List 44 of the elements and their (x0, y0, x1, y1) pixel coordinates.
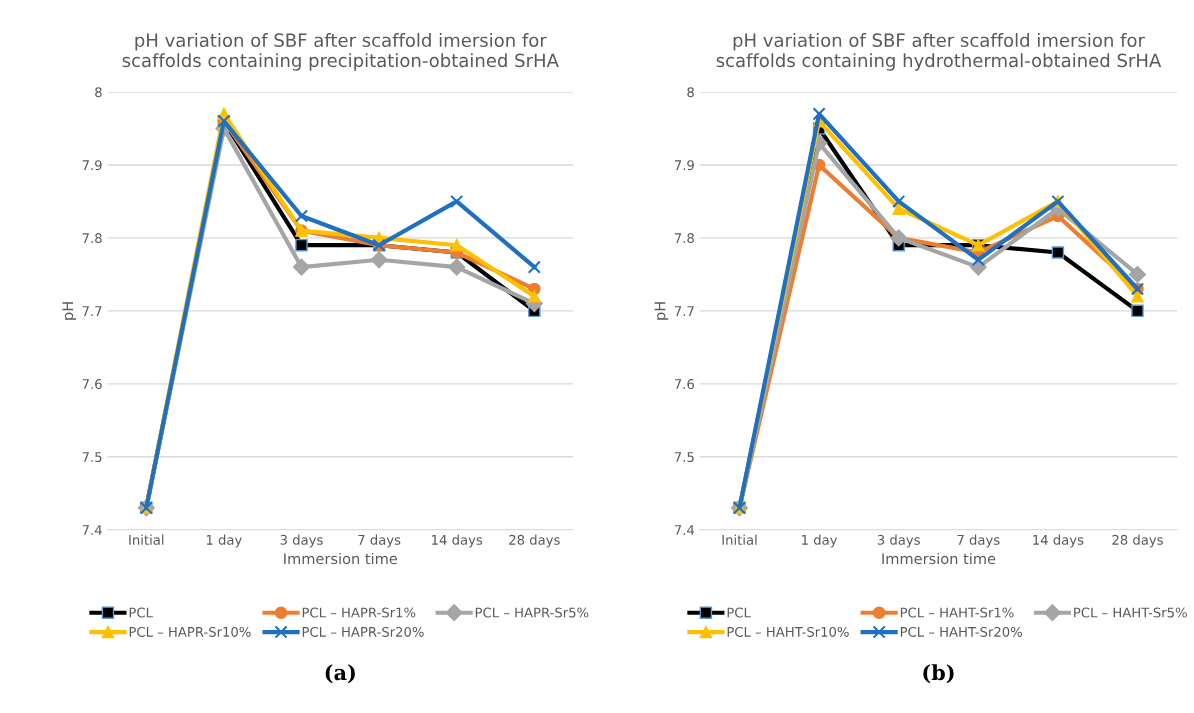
legend-label: PCL (727, 607, 751, 618)
y-tick-label: 7.8 (674, 233, 694, 244)
y-axis-title: pH (62, 302, 77, 320)
y-tick-label: 7.8 (82, 233, 102, 244)
y-tick-label: 8 (687, 87, 694, 98)
legend-label: PCL – HAHT-Sr5% (1074, 607, 1187, 618)
legend-label: PCL – HAHT-Sr10% (727, 626, 849, 637)
x-axis-title: Immersion time (284, 552, 398, 565)
x-tick-label: 7 days (957, 534, 1000, 548)
x-tick-label: 3 days (280, 534, 323, 548)
x-tick-label: 28 days (1112, 534, 1163, 548)
legend-label: PCL – HAHT-Sr1% (900, 607, 1014, 618)
x-tick-label: 14 days (1033, 534, 1084, 548)
legend-label: PCL – HAPR-Sr20% (302, 626, 424, 637)
y-tick-label: 7.9 (674, 160, 694, 171)
y-tick-label: 7.5 (674, 452, 694, 462)
y-tick-label: 7.7 (82, 306, 102, 316)
x-tick-label: 3 days (877, 534, 920, 548)
legend-label: PCL – HAPR-Sr5% (475, 607, 589, 618)
x-axis-title: Immersion time (882, 552, 996, 565)
y-tick-label: 7.9 (82, 160, 102, 171)
x-tick-label: 1 day (802, 534, 838, 548)
y-axis-title: pH (654, 302, 669, 320)
legend-label: PCL – HAHT-Sr20% (900, 626, 1022, 637)
y-tick-label: 7.6 (674, 379, 694, 390)
x-tick-label: 1 day (206, 534, 242, 548)
text: (b) (923, 664, 954, 684)
x-tick-label: Initial (722, 534, 757, 545)
y-tick-label: 7.5 (82, 452, 102, 462)
chart-title: pH variation of SBF after scaffold imersion for scaffolds containing hydrothermal-obtained SrHA (716, 33, 1162, 71)
text: (a) (325, 664, 355, 684)
x-tick-label: 28 days (509, 534, 560, 548)
x-tick-label: 7 days (358, 534, 401, 548)
x-tick-label: Initial (129, 534, 164, 545)
y-tick-label: 7.4 (674, 525, 695, 535)
chart-title: pH variation of SBF after scaffold imersion for scaffolds containing precipitation-obtained SrHA (122, 33, 559, 71)
legend-label: PCL – HAPR-Sr1% (302, 607, 416, 618)
x-tick-label: 14 days (432, 534, 483, 548)
y-tick-label: 7.6 (82, 379, 102, 390)
y-tick-label: 7.4 (82, 525, 102, 535)
y-tick-label: 8 (95, 87, 102, 98)
legend-label: PCL (129, 607, 153, 618)
y-tick-label: 7.7 (674, 306, 694, 316)
legend-label: PCL – HAPR-Sr10% (129, 626, 251, 637)
